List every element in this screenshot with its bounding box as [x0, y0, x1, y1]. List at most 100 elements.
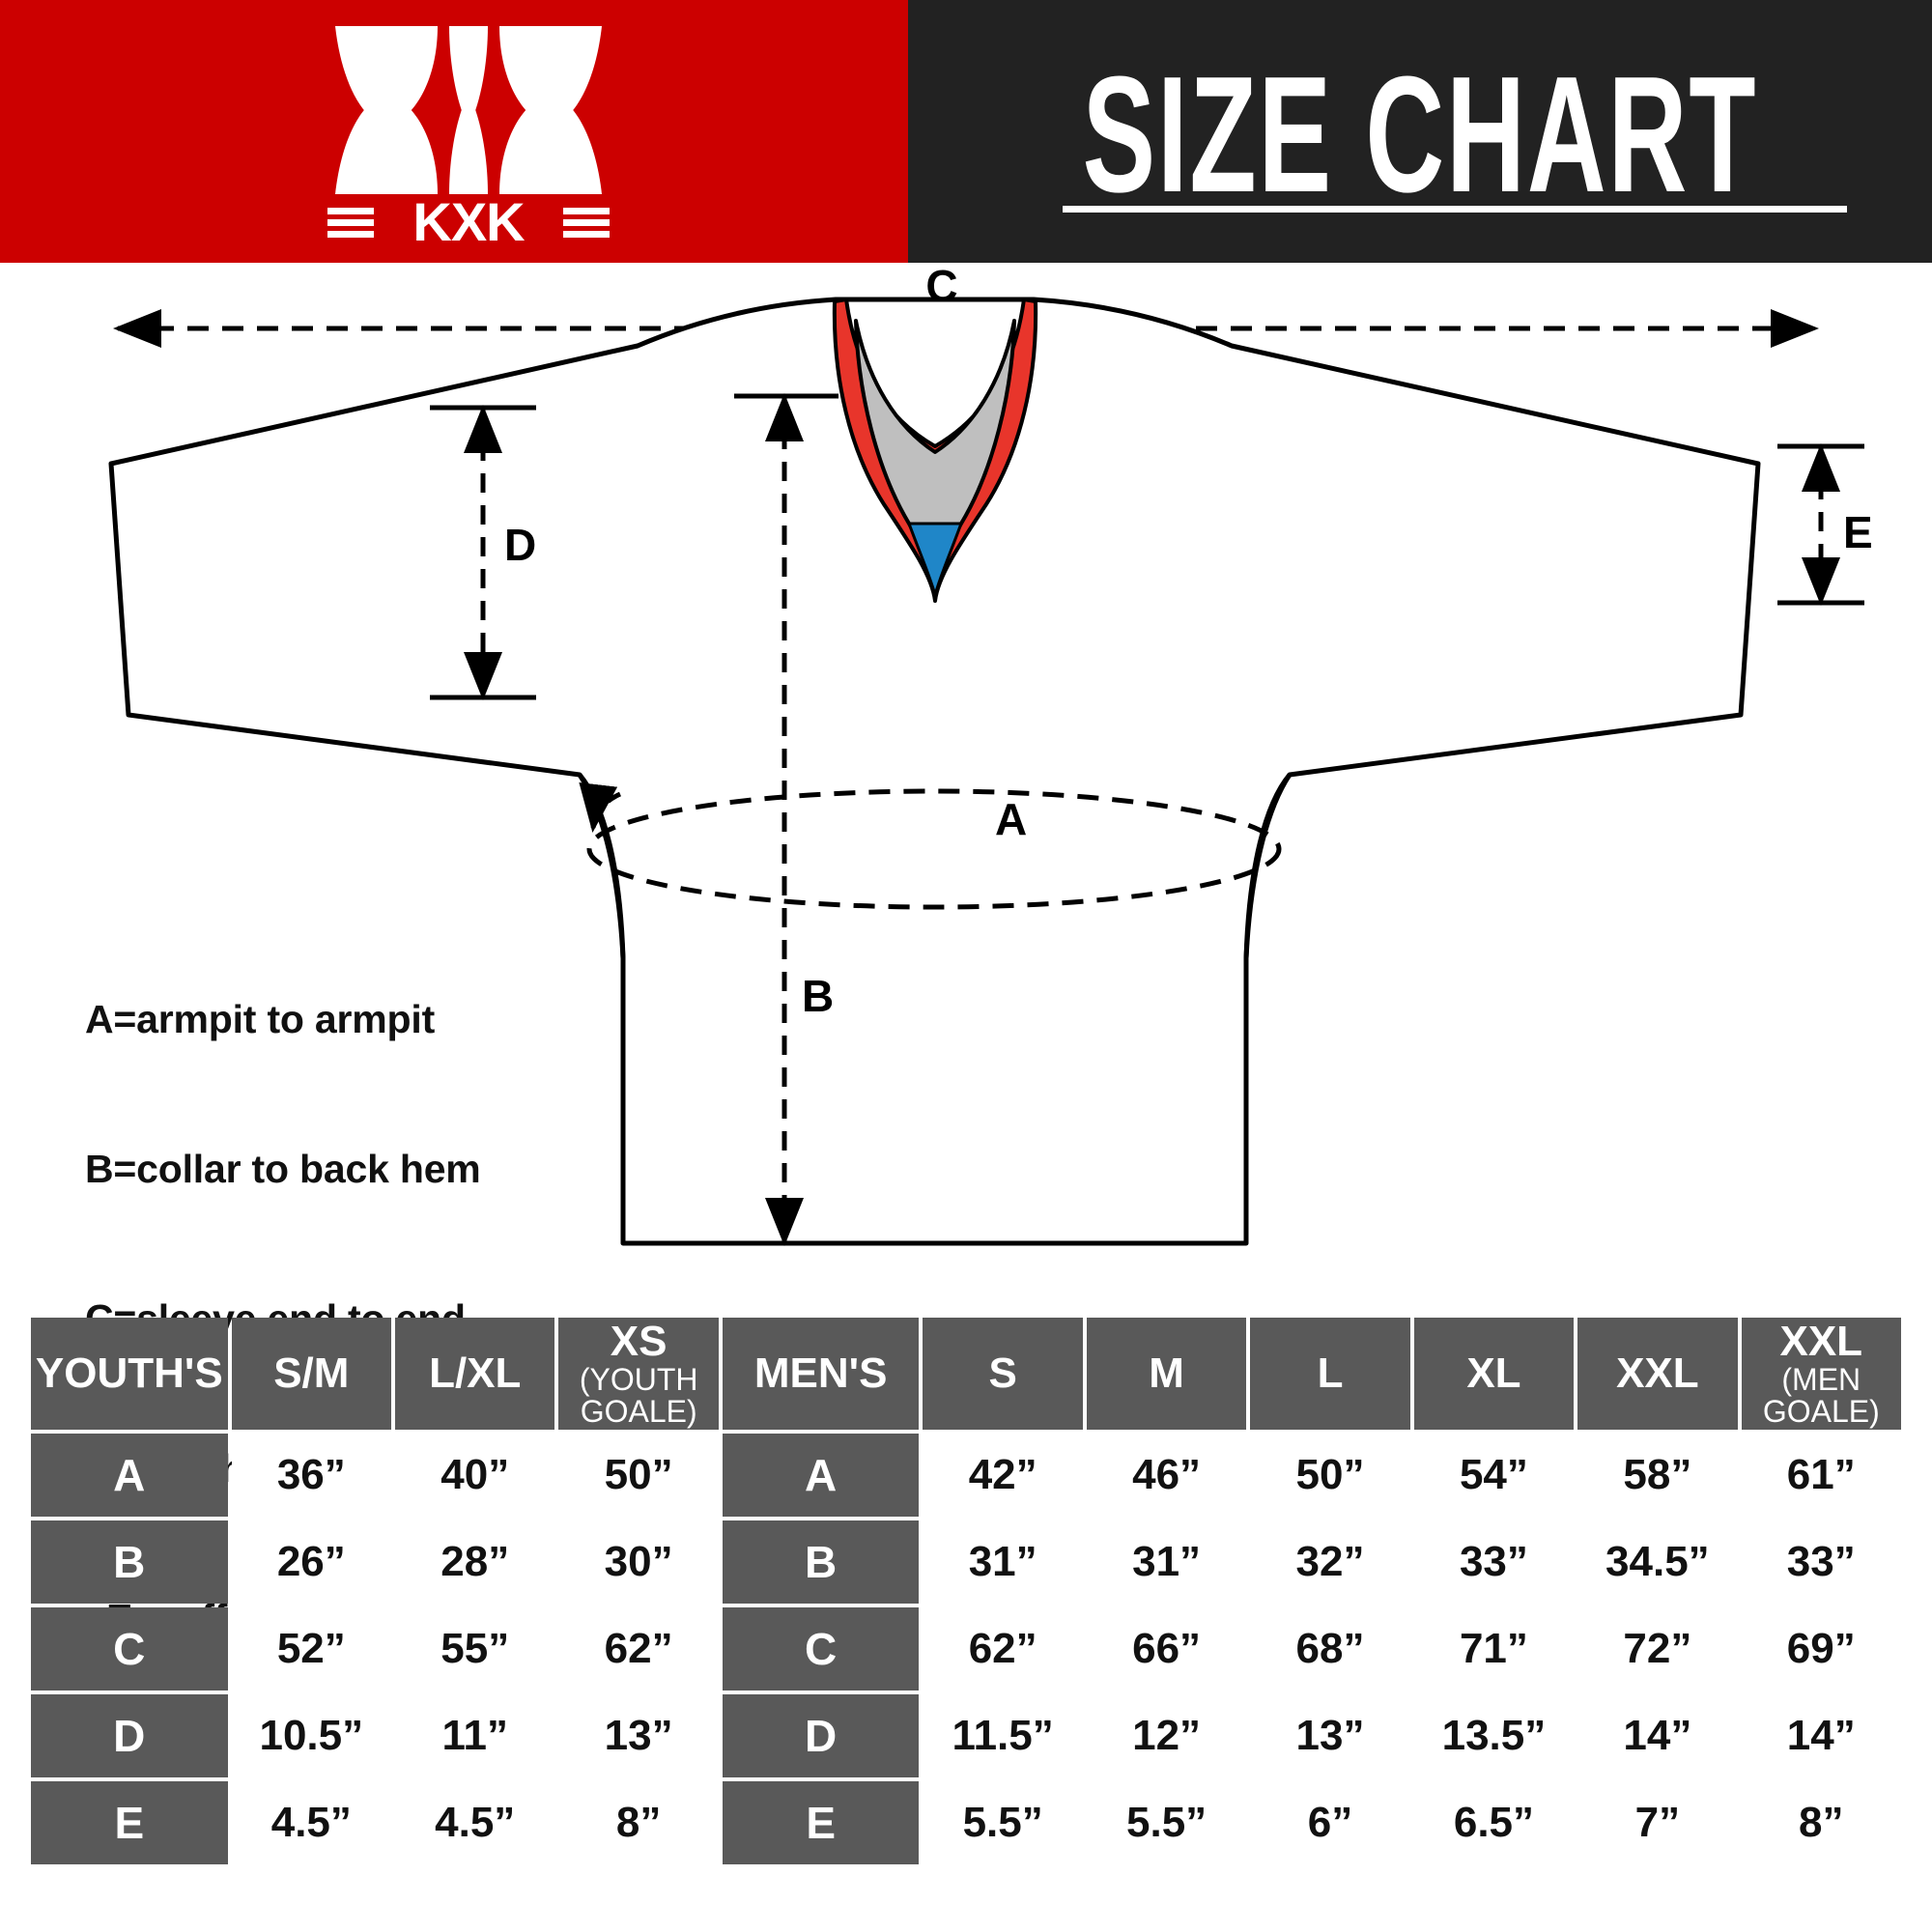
youth-cell-D-0: 10.5”: [231, 1694, 392, 1777]
youth-cell-A-0: 36”: [231, 1434, 392, 1517]
mens-cell-C-5: 69”: [1741, 1607, 1901, 1690]
column-header-main: XXL: [1616, 1349, 1699, 1397]
mens-cell-C-4: 72”: [1577, 1607, 1738, 1690]
column-header-main: M: [1149, 1349, 1184, 1397]
mens-column-header-2: L: [1250, 1318, 1410, 1430]
mens-cell-D-5: 14”: [1741, 1694, 1901, 1777]
mens-column-header-0: S: [923, 1318, 1083, 1430]
dimension-a: A: [579, 781, 1282, 910]
youth-row-label-A: A: [31, 1434, 228, 1517]
youth-row-label-E: E: [31, 1781, 228, 1864]
column-header-sub: (YOUTH GOALE): [579, 1362, 698, 1430]
mens-cell-E-3: 6.5”: [1413, 1781, 1575, 1864]
youth-cell-B-0: 26”: [231, 1520, 392, 1604]
jersey-collar: [832, 298, 1038, 603]
table-row: A 36” 40” 50” A 42” 46” 50” 54” 58” 61”: [31, 1434, 1901, 1517]
kxk-logo: KXK: [324, 18, 613, 245]
jersey-illustration-svg: C D E: [108, 261, 1873, 1246]
mens-row-label-E: E: [722, 1781, 920, 1864]
dimension-d-label: D: [504, 520, 536, 570]
mens-cell-A-1: 46”: [1086, 1434, 1247, 1517]
mens-cell-A-5: 61”: [1741, 1434, 1901, 1517]
youth-cell-C-0: 52”: [231, 1607, 392, 1690]
mens-cell-B-4: 34.5”: [1577, 1520, 1738, 1604]
table-row: C 52” 55” 62” C 62” 66” 68” 71” 72” 69”: [31, 1607, 1901, 1690]
mens-cell-A-4: 58”: [1577, 1434, 1738, 1517]
table-row: E 4.5” 4.5” 8” E 5.5” 5.5” 6” 6.5” 7” 8”: [31, 1781, 1901, 1864]
column-header-main: XS: [610, 1318, 668, 1366]
mens-cell-B-0: 31”: [923, 1520, 1083, 1604]
youth-cell-C-1: 55”: [395, 1607, 555, 1690]
mens-row-label-C: C: [722, 1607, 920, 1690]
youth-row-label-C: C: [31, 1607, 228, 1690]
youth-cell-E-1: 4.5”: [395, 1781, 555, 1864]
youth-cell-E-2: 8”: [558, 1781, 719, 1864]
mens-cell-E-4: 7”: [1577, 1781, 1738, 1864]
youth-row-label-D: D: [31, 1694, 228, 1777]
mens-row-label-A: A: [722, 1434, 920, 1517]
mens-cell-D-4: 14”: [1577, 1694, 1738, 1777]
mens-cell-D-1: 12”: [1086, 1694, 1247, 1777]
jersey-diagram: C D E: [0, 261, 1932, 1640]
dimension-e-label: E: [1843, 507, 1873, 557]
youth-column-header-1: L/XL: [395, 1318, 555, 1430]
title-panel: SIZE CHART: [908, 0, 1932, 263]
legend-item-b: B=collar to back hem: [85, 1147, 481, 1192]
dimension-b: B: [734, 393, 838, 1246]
mens-cell-A-2: 50”: [1250, 1434, 1410, 1517]
legend-item-a: A=armpit to armpit: [85, 997, 436, 1042]
dimension-e: E: [1777, 443, 1873, 606]
column-header-main: L: [1317, 1349, 1344, 1397]
mens-column-header-5: XXL (MEN GOALE): [1741, 1318, 1901, 1430]
kxk-logo-icon: KXK: [327, 25, 610, 245]
dimension-d: D: [430, 405, 536, 700]
mens-group-header: MEN'S: [722, 1318, 920, 1430]
youth-cell-B-1: 28”: [395, 1520, 555, 1604]
mens-cell-D-2: 13”: [1250, 1694, 1410, 1777]
youth-cell-D-1: 11”: [395, 1694, 555, 1777]
youth-cell-A-1: 40”: [395, 1434, 555, 1517]
youth-cell-A-2: 50”: [558, 1434, 719, 1517]
mens-cell-E-2: 6”: [1250, 1781, 1410, 1864]
youth-row-label-B: B: [31, 1520, 228, 1604]
youth-cell-D-2: 13”: [558, 1694, 719, 1777]
size-table: YOUTH'S S/M L/XL XS (YOUTH GOALE) MEN'S S M L XL X…: [27, 1314, 1905, 1868]
mens-cell-D-0: 11.5”: [923, 1694, 1083, 1777]
table-row: D 10.5” 11” 13” D 11.5” 12” 13” 13.5” 14” 14”: [31, 1694, 1901, 1777]
dimension-a-label: A: [995, 794, 1027, 844]
mens-cell-B-1: 31”: [1086, 1520, 1247, 1604]
mens-cell-E-0: 5.5”: [923, 1781, 1083, 1864]
column-header-main: L/XL: [429, 1349, 522, 1397]
mens-cell-E-5: 8”: [1741, 1781, 1901, 1864]
brand-panel: KXK: [0, 0, 908, 263]
column-header-main: XXL: [1779, 1318, 1863, 1366]
youth-group-header: YOUTH'S: [31, 1318, 228, 1430]
mens-row-label-B: B: [722, 1520, 920, 1604]
mens-column-header-4: XXL: [1577, 1318, 1738, 1430]
mens-cell-C-2: 68”: [1250, 1607, 1410, 1690]
mens-cell-A-3: 54”: [1413, 1434, 1575, 1517]
column-header-main: XL: [1466, 1349, 1521, 1397]
mens-cell-C-1: 66”: [1086, 1607, 1247, 1690]
youth-column-header-2: XS (YOUTH GOALE): [558, 1318, 719, 1430]
mens-column-header-3: XL: [1413, 1318, 1575, 1430]
table-row: B 26” 28” 30” B 31” 31” 32” 33” 34.5” 33”: [31, 1520, 1901, 1604]
mens-cell-B-5: 33”: [1741, 1520, 1901, 1604]
mens-cell-C-3: 71”: [1413, 1607, 1575, 1690]
mens-cell-B-3: 33”: [1413, 1520, 1575, 1604]
mens-cell-D-3: 13.5”: [1413, 1694, 1575, 1777]
column-header-main: S/M: [273, 1349, 350, 1397]
mens-row-label-D: D: [722, 1694, 920, 1777]
title-underline: [1063, 206, 1847, 213]
page-title: SIZE CHART: [1082, 43, 1758, 228]
column-header-sub: (MEN GOALE): [1762, 1362, 1880, 1430]
mens-cell-C-0: 62”: [923, 1607, 1083, 1690]
svg-text:KXK: KXK: [412, 191, 525, 245]
youth-cell-C-2: 62”: [558, 1607, 719, 1690]
youth-cell-E-0: 4.5”: [231, 1781, 392, 1864]
mens-cell-E-1: 5.5”: [1086, 1781, 1247, 1864]
youth-column-header-0: S/M: [231, 1318, 392, 1430]
mens-cell-A-0: 42”: [923, 1434, 1083, 1517]
column-header-main: S: [988, 1349, 1017, 1397]
page-header: KXK SIZE CHART: [0, 0, 1932, 263]
